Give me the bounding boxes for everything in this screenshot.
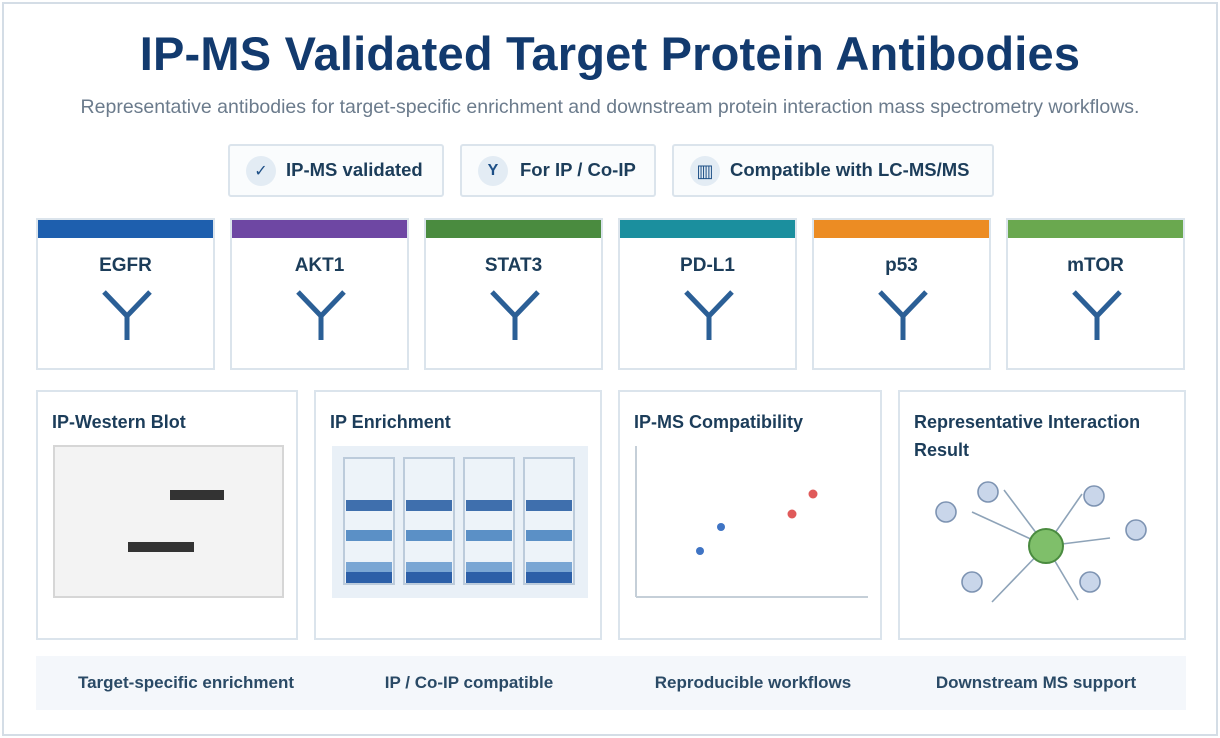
antibody-icon: Y xyxy=(478,156,508,186)
antibody-icon xyxy=(296,290,346,340)
feature-ip-co-ip: IP / Co-IP compatible xyxy=(384,673,554,692)
interactor-node xyxy=(1079,571,1101,593)
gel-band xyxy=(526,562,572,573)
gel-band xyxy=(346,572,392,583)
gel-band xyxy=(466,572,512,583)
panel-title: IP-MS Compatibility xyxy=(634,412,804,432)
panel-ip-western-blot: IP-Western Blot xyxy=(36,390,298,640)
target-color-bar xyxy=(38,220,213,238)
blot-membrane xyxy=(53,445,284,598)
target-card-akt1: AKT1 xyxy=(230,218,409,370)
barcode-icon: ▥ xyxy=(690,156,720,186)
panel-title-line: Result xyxy=(914,440,970,460)
target-name: PD-L1 xyxy=(680,255,735,276)
bait-hub-node xyxy=(1028,528,1064,564)
gel-band xyxy=(466,562,512,573)
panel-title: IP-Western Blot xyxy=(52,412,186,432)
gel-band xyxy=(526,530,572,541)
target-color-bar xyxy=(814,220,989,238)
gel-illustration xyxy=(332,446,588,598)
panel-ip-enrichment: IP Enrichment xyxy=(314,390,602,640)
panel-title: IP Enrichment xyxy=(330,412,451,432)
target-name: AKT1 xyxy=(294,255,345,276)
antibody-icon xyxy=(878,290,928,340)
target-name: EGFR xyxy=(99,255,152,276)
interactor-node xyxy=(935,501,957,523)
gel-band xyxy=(526,572,572,583)
interactor-node xyxy=(1125,519,1147,541)
western-blot-illustration xyxy=(53,445,284,598)
gel-band xyxy=(406,572,452,583)
blot-band xyxy=(170,490,224,500)
antibody-icon xyxy=(102,290,152,340)
antibody-icon xyxy=(684,290,734,340)
antibody-icon xyxy=(490,290,540,340)
gel-band xyxy=(466,530,512,541)
scatter-point xyxy=(717,523,725,531)
feature-ms-support: Downstream MS support xyxy=(935,673,1137,692)
target-name: mTOR xyxy=(1067,255,1124,276)
gel-band xyxy=(346,500,392,511)
badge-ip-co-ip: Y For IP / Co-IP xyxy=(460,144,656,197)
scatter-point xyxy=(808,489,818,499)
network-illustration xyxy=(935,481,1147,603)
gel-band xyxy=(406,500,452,511)
badge-lc-ms-ms: ▥ Compatible with LC-MS/MS xyxy=(672,144,994,197)
scatter-point xyxy=(787,509,797,519)
target-card-mtor: mTOR xyxy=(1006,218,1185,370)
gel-band xyxy=(346,530,392,541)
target-name: p53 xyxy=(885,255,918,276)
badge-label: For IP / Co-IP xyxy=(520,159,636,180)
target-color-bar xyxy=(232,220,407,238)
panel-title: Representative Interaction Result xyxy=(914,408,1140,464)
badge-label: IP-MS validated xyxy=(286,159,423,180)
target-card-egfr: EGFR xyxy=(36,218,215,370)
checkmark-icon: ✓ xyxy=(246,156,276,186)
interactor-node xyxy=(1083,485,1105,507)
gel-band xyxy=(346,562,392,573)
target-card-pd-l1: PD-L1 xyxy=(618,218,797,370)
scatter-illustration xyxy=(635,446,868,598)
badge-ip-ms-validated: ✓ IP-MS validated xyxy=(228,144,444,197)
interactor-node xyxy=(977,481,999,503)
panel-interaction-result: Representative Interaction Result xyxy=(898,390,1186,640)
badge-label: Compatible with LC-MS/MS xyxy=(730,159,970,180)
page-title: IP-MS Validated Target Protein Antibodie… xyxy=(139,27,1081,80)
target-color-bar xyxy=(620,220,795,238)
feature-reproducible: Reproducible workflows xyxy=(654,673,852,692)
footer-features: Target-specific enrichment IP / Co-IP co… xyxy=(36,656,1186,710)
antibody-icon xyxy=(1072,290,1122,340)
target-color-bar xyxy=(426,220,601,238)
gel-band xyxy=(406,530,452,541)
feature-target-specific: Target-specific enrichment xyxy=(77,673,295,692)
target-color-bar xyxy=(1008,220,1183,238)
target-card-stat3: STAT3 xyxy=(424,218,603,370)
scatter-point xyxy=(696,547,704,555)
blot-band xyxy=(128,542,194,552)
gel-band xyxy=(406,562,452,573)
gel-band xyxy=(466,500,512,511)
target-card-p53: p53 xyxy=(812,218,991,370)
page-subtitle: Representative antibodies for target-spe… xyxy=(80,96,1140,118)
panel-title-line: Representative Interaction xyxy=(914,412,1141,432)
panel-ip-ms-compatibility: IP-MS Compatibility xyxy=(618,390,882,640)
gel-band xyxy=(526,500,572,511)
interactor-node xyxy=(961,571,983,593)
target-name: STAT3 xyxy=(484,255,543,276)
